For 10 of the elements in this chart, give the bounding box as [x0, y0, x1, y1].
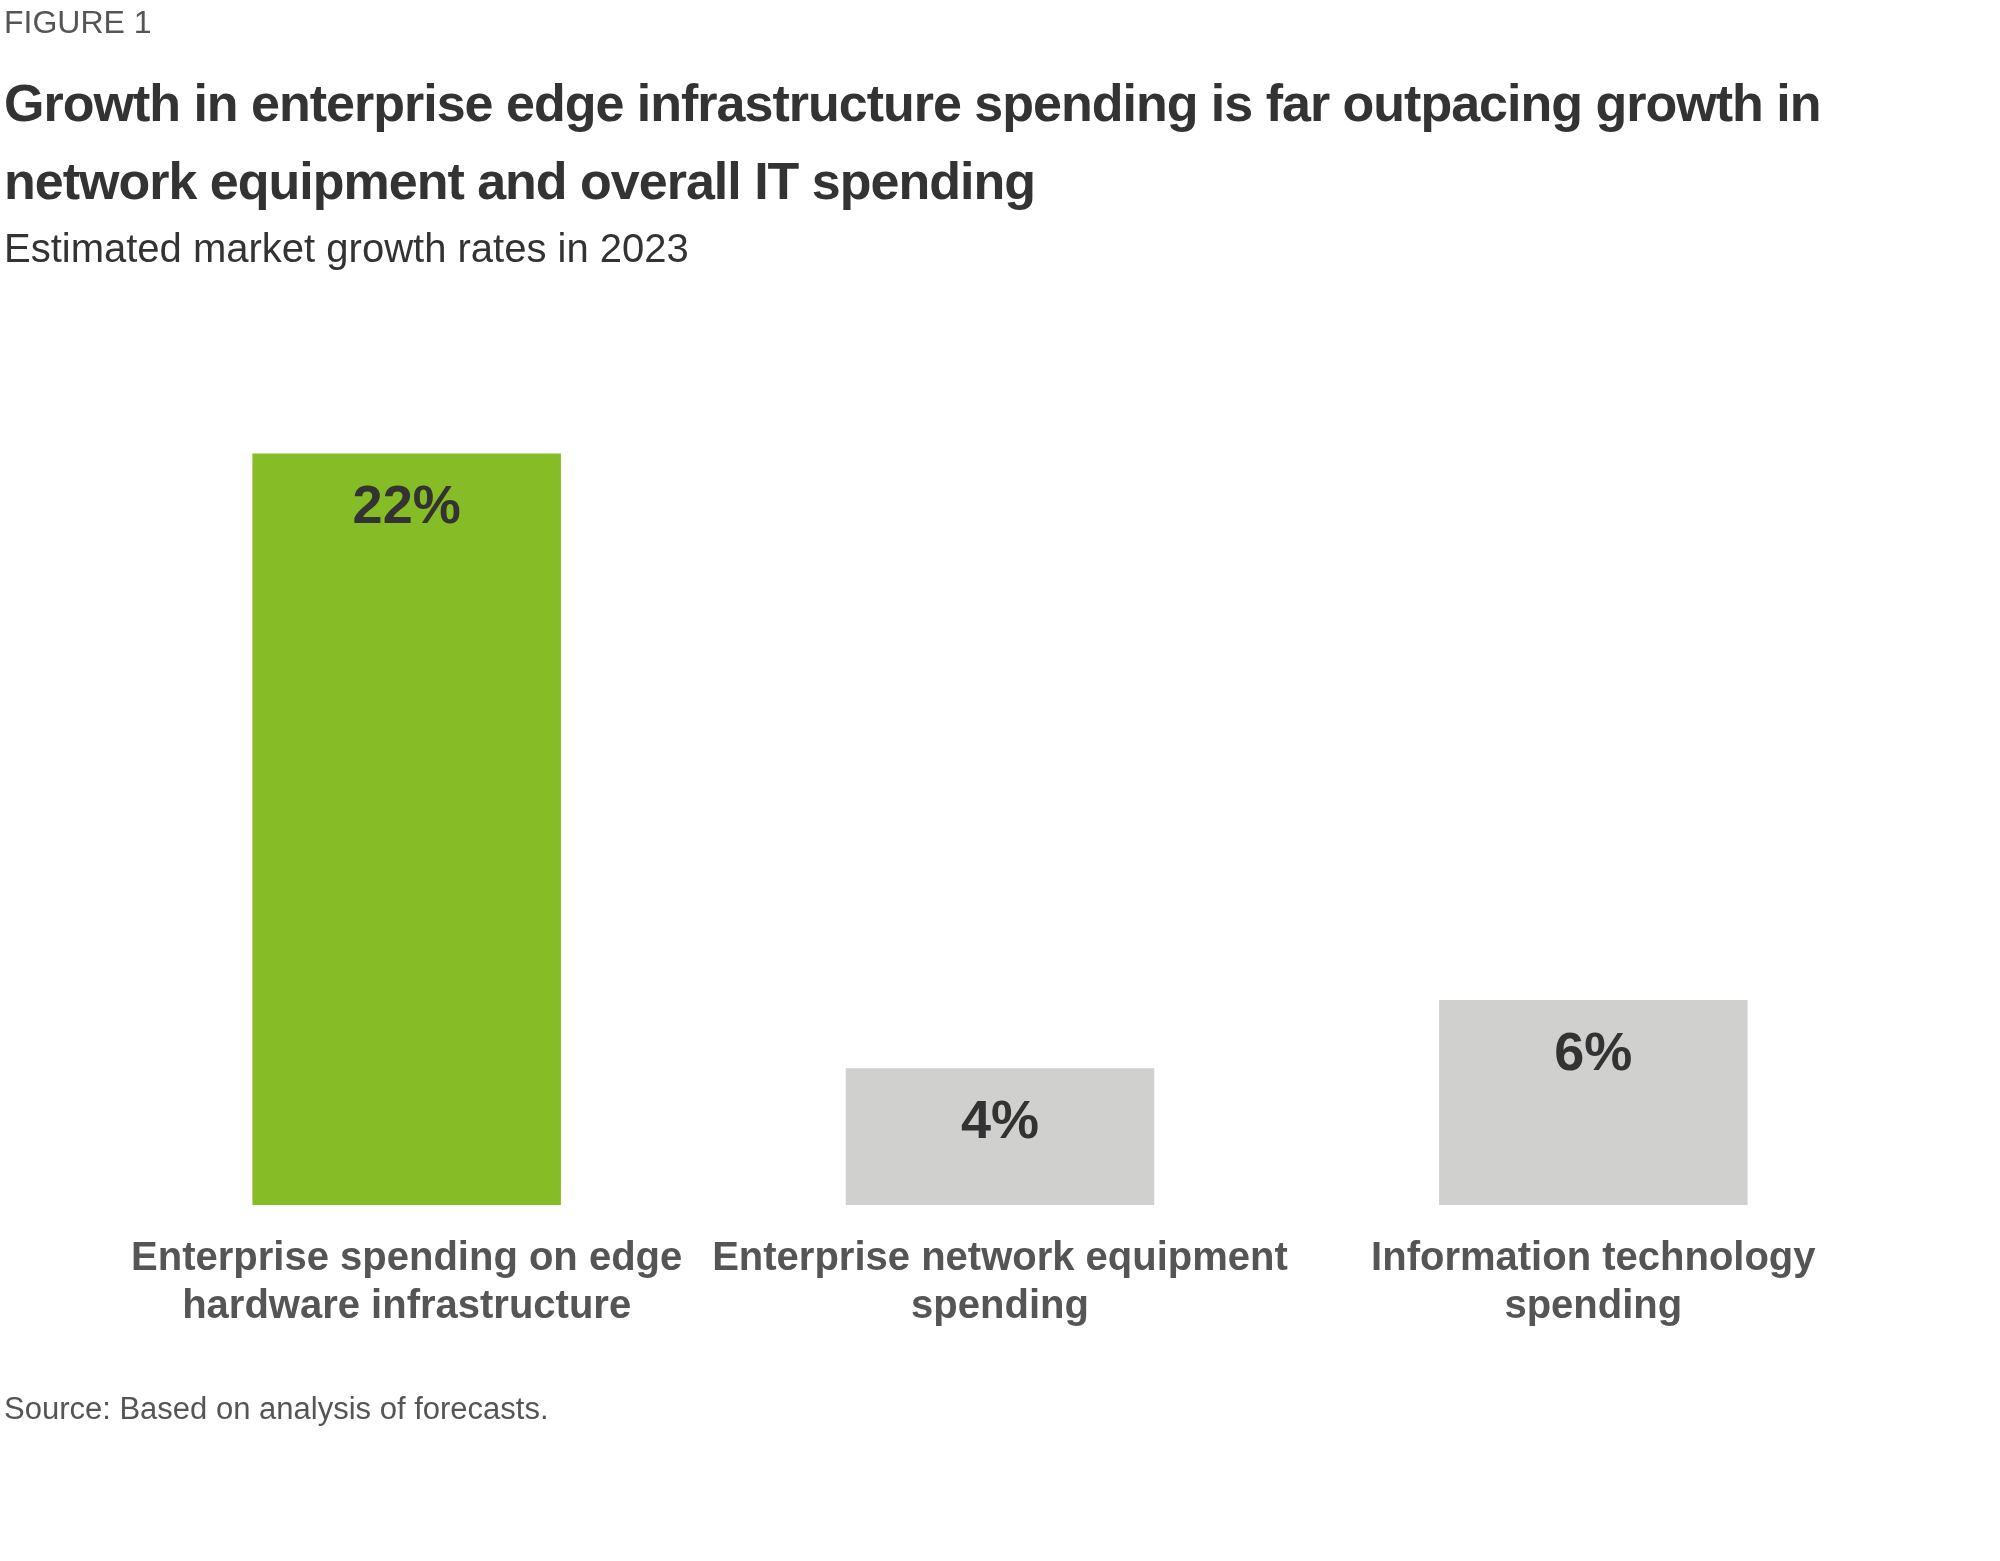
- chart-title: Growth in enterprise edge infrastructure spending is far outpacing growth in network equipment and overall IT spending: [4, 73, 1822, 212]
- source-note: Source: Based on analysis of forecasts.: [4, 1390, 550, 1428]
- caption: FIGURE 1: [3, 3, 153, 42]
- chart-subtitle: Estimated market growth rates in 2023: [4, 226, 690, 271]
- data-label: 22%: [352, 474, 461, 535]
- x-tick-label: Enterprise network equipment spending: [712, 1234, 1288, 1327]
- x-tick-label: Information technology spending: [1371, 1234, 1817, 1327]
- x-tick-label: Enterprise spending on edge hardware infrastructure: [131, 1234, 683, 1327]
- data-label: 4%: [960, 1089, 1040, 1150]
- data-label: 6%: [1554, 1020, 1633, 1081]
